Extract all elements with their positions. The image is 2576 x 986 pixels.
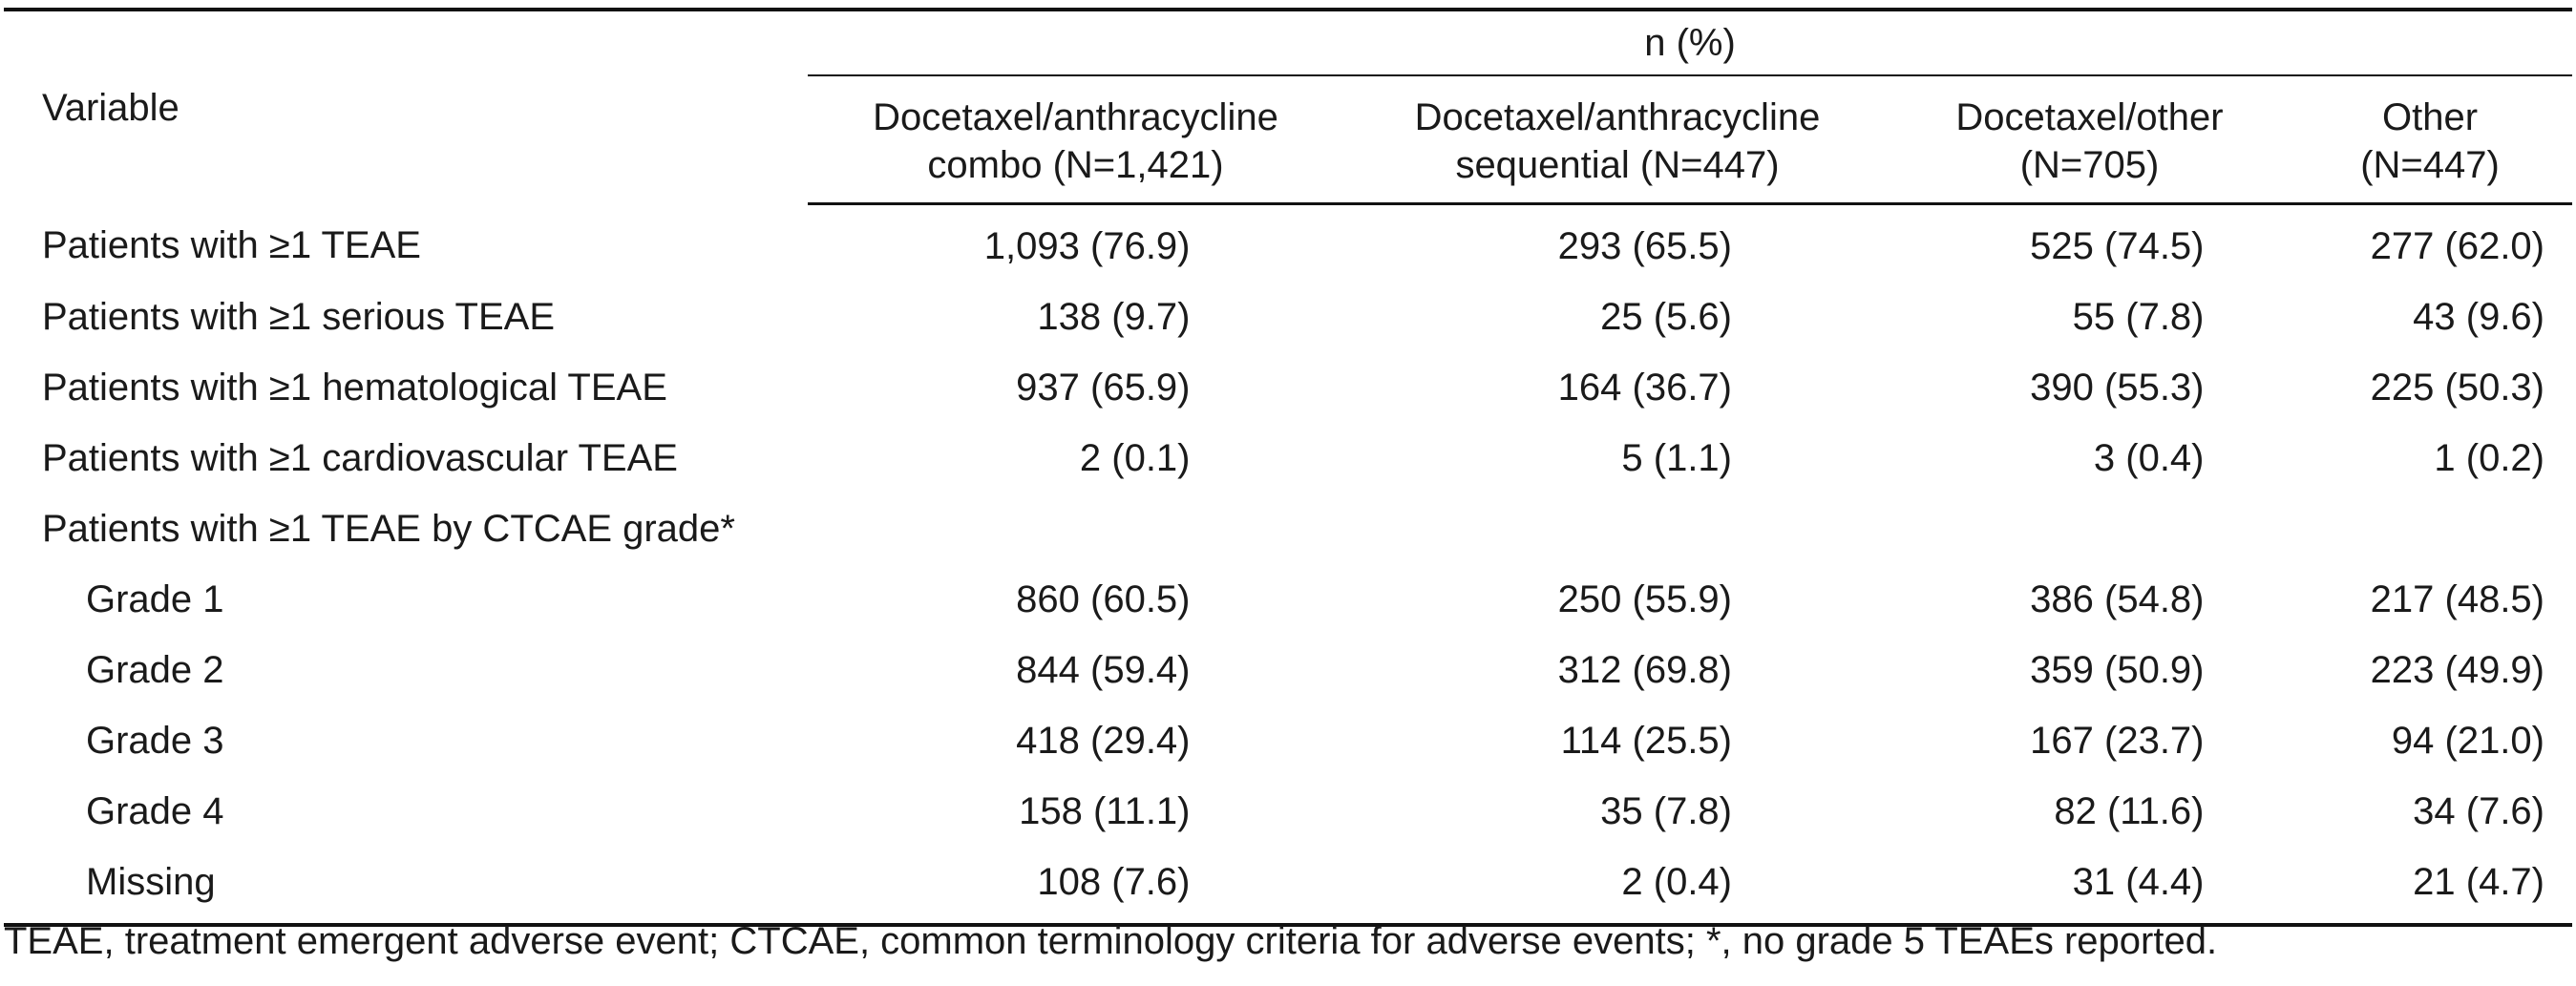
- row-label: Grade 2: [86, 649, 224, 691]
- column-header-line: Docetaxel/anthracycline: [873, 96, 1278, 138]
- row-label: Patients with ≥1 cardiovascular TEAE: [42, 437, 678, 479]
- row-label: Grade 4: [86, 790, 224, 832]
- cell-value: 5 (1.1): [1621, 437, 1732, 479]
- row-label: Missing: [4, 847, 808, 927]
- cell-value: 108 (7.6): [1037, 861, 1191, 903]
- cell-value: 386 (54.8): [2030, 578, 2205, 620]
- cell-value: 1,093 (76.9): [983, 225, 1191, 267]
- cell-value: 525 (74.5): [2030, 225, 2205, 267]
- table-body: Patients with ≥1 TEAE 1,093 (76.9) 293 (…: [4, 204, 2573, 927]
- cell-value: 2 (0.4): [1621, 861, 1732, 903]
- cell-value: 223 (49.9): [2370, 649, 2544, 691]
- row-label: Grade 3: [86, 720, 224, 762]
- cell-value: 418 (29.4): [1016, 720, 1191, 762]
- row-label: Patients with ≥1 TEAE by CTCAE grade*: [42, 508, 735, 550]
- cell-value: 43 (9.6): [2413, 296, 2544, 338]
- column-header-line: Docetaxel/anthracycline: [1414, 96, 1821, 138]
- table-row: Patients with ≥1 TEAE 1,093 (76.9) 293 (…: [4, 204, 2572, 283]
- cell-value: 293 (65.5): [1557, 225, 1732, 267]
- column-header-line: Docetaxel/other: [1955, 96, 2224, 138]
- cell-value: 2 (0.1): [1079, 437, 1191, 479]
- variable-header: Variable: [4, 8, 808, 204]
- cell-value: 138 (9.7): [1037, 296, 1191, 338]
- cell-value: 390 (55.3): [2030, 367, 2205, 409]
- cell-value: 82 (11.6): [2054, 790, 2205, 832]
- table-footnote: TEAE, treatment emergent adverse event; …: [4, 920, 2218, 962]
- row-label: Patients with ≥1 TEAE: [42, 224, 421, 267]
- column-header-other: Other (N=447): [2288, 75, 2573, 205]
- table-row: Grade 4 158 (11.1) 35 (7.8) 82 (11.6) 34…: [4, 776, 2572, 847]
- cell-value: 1 (0.2): [2434, 437, 2544, 479]
- cell-value: 35 (7.8): [1600, 790, 1732, 832]
- cell-value: 25 (5.6): [1600, 296, 1732, 338]
- column-header-line: sequential (N=447): [1455, 144, 1780, 186]
- cell-value: 158 (11.1): [1019, 790, 1191, 832]
- cell-value: 94 (21.0): [2391, 720, 2544, 762]
- cell-value: 217 (48.5): [2370, 578, 2544, 620]
- cell-value: 21 (4.7): [2413, 861, 2544, 903]
- column-header-sequential: Docetaxel/anthracycline sequential (N=44…: [1343, 75, 1891, 205]
- row-label: Grade 1: [86, 578, 224, 620]
- row-label: Patients with ≥1 hematological TEAE: [42, 367, 667, 409]
- table-row: Grade 3 418 (29.4) 114 (25.5) 167 (23.7)…: [4, 705, 2572, 776]
- cell-value: 277 (62.0): [2370, 225, 2544, 267]
- column-header-line: combo (N=1,421): [927, 144, 1224, 186]
- column-header-combo: Docetaxel/anthracycline combo (N=1,421): [808, 75, 1343, 205]
- column-header-line: Other: [2381, 96, 2479, 138]
- cell-value: 55 (7.8): [2072, 296, 2205, 338]
- table-row: Grade 1 860 (60.5) 250 (55.9) 386 (54.8)…: [4, 564, 2572, 635]
- cell-value: 225 (50.3): [2370, 367, 2544, 409]
- cell-value: 250 (55.9): [1557, 578, 1732, 620]
- table-header: Variable n (%) Docetaxel/anthracycline c…: [4, 8, 2573, 205]
- table-row: Patients with ≥1 serious TEAE 138 (9.7) …: [4, 282, 2572, 352]
- column-header-line: (N=705): [2019, 144, 2160, 186]
- column-header-docetaxel-other: Docetaxel/other (N=705): [1891, 75, 2288, 205]
- cell-value: 844 (59.4): [1016, 649, 1191, 691]
- cell-value: 167 (23.7): [2030, 720, 2205, 762]
- cell-value: 3 (0.4): [2093, 437, 2205, 479]
- group-header: n (%): [808, 8, 2573, 76]
- table-row: Patients with ≥1 cardiovascular TEAE 2 (…: [4, 423, 2572, 493]
- cell-value: 937 (65.9): [1016, 367, 1191, 409]
- table-row: Patients with ≥1 TEAE by CTCAE grade*: [4, 493, 2572, 564]
- cell-value: 860 (60.5): [1016, 578, 1191, 620]
- cell-value: 312 (69.8): [1557, 649, 1732, 691]
- table-row: Grade 2 844 (59.4) 312 (69.8) 359 (50.9)…: [4, 635, 2572, 705]
- cell-value: 34 (7.6): [2413, 790, 2544, 832]
- cell-value: 359 (50.9): [2030, 649, 2205, 691]
- cell-value: 31 (4.4): [2072, 861, 2205, 903]
- cell-value: 164 (36.7): [1557, 367, 1732, 409]
- table-row: Missing 108 (7.6) 2 (0.4) 31 (4.4) 21 (4…: [4, 847, 2573, 927]
- row-label: Patients with ≥1 serious TEAE: [42, 296, 556, 338]
- cell-value: 114 (25.5): [1560, 720, 1732, 762]
- table-row: Patients with ≥1 hematological TEAE 937 …: [4, 352, 2572, 423]
- teae-table: Variable n (%) Docetaxel/anthracycline c…: [4, 8, 2573, 927]
- column-header-line: (N=447): [2360, 144, 2500, 186]
